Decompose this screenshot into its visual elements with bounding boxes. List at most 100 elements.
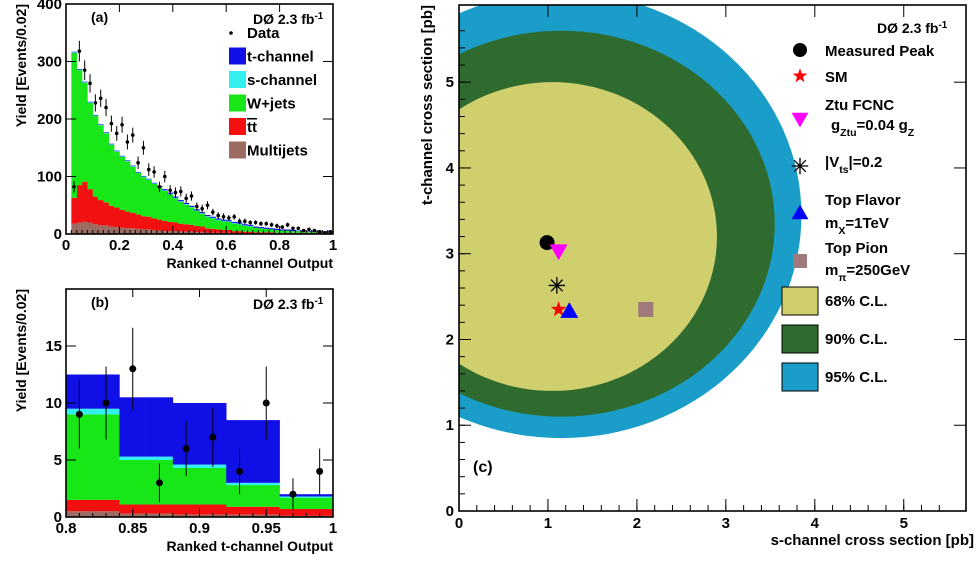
bar-tt <box>98 200 104 226</box>
data-point <box>205 203 210 208</box>
bar-W+jets <box>146 179 152 217</box>
y-tick-label: 200 <box>37 111 62 128</box>
bar-tt <box>204 228 211 233</box>
bar-tt <box>306 509 333 516</box>
marker-asterisk-stroke <box>793 159 807 173</box>
y-axis-label: t-channel cross section [pb] <box>419 5 436 205</box>
x-tick-label: 2 <box>633 515 641 532</box>
legend-a: Data t-channel s-channel W+jets tt Multijets <box>229 25 317 160</box>
y-tick-label: 400 <box>37 0 62 13</box>
data-point <box>316 467 324 475</box>
experiment-label-part: -1 <box>938 20 947 31</box>
bar-tt <box>263 232 270 234</box>
bar-t-channel <box>146 397 174 457</box>
bar-tt <box>295 232 302 234</box>
bar-W+jets <box>268 229 275 233</box>
bar-W+jets <box>98 125 104 201</box>
bar-t-channel <box>140 175 147 177</box>
marker-circle <box>793 43 807 57</box>
bar-tt <box>188 224 195 232</box>
data-point <box>98 96 103 101</box>
bar-s-channel <box>146 179 152 180</box>
bar-t-channel <box>87 101 93 103</box>
bar-s-channel <box>135 172 142 174</box>
bar-t-channel <box>247 224 254 226</box>
legend-swatch <box>229 141 246 159</box>
marker-square <box>793 254 807 268</box>
bar-Multijets <box>124 228 131 234</box>
bar-W+jets <box>236 224 243 232</box>
legend-swatch <box>229 94 246 112</box>
y-tick-label: 0 <box>446 503 454 520</box>
data-point <box>296 226 301 231</box>
legend-label-2-part: π <box>838 272 846 284</box>
bar-tt <box>220 229 227 233</box>
bar-s-channel <box>199 213 206 214</box>
bar-W+jets <box>151 183 158 219</box>
bar-tt <box>146 216 152 230</box>
data-point <box>88 81 92 86</box>
data-point <box>280 225 285 229</box>
bar-tt <box>311 232 318 234</box>
bar-tt <box>284 232 291 234</box>
x-tick-label: 0 <box>455 515 463 532</box>
bar-t-channel <box>178 200 184 202</box>
data-point <box>72 185 76 189</box>
legend-swatch <box>229 118 246 135</box>
bar-W+jets <box>252 485 280 507</box>
bar-s-channel <box>124 160 131 162</box>
legend-label-2-part: X <box>838 225 845 237</box>
data-point <box>289 490 297 498</box>
bar-s-channel <box>188 206 195 208</box>
data-point <box>77 49 82 53</box>
data-point <box>301 228 306 233</box>
bar-tt <box>194 225 200 233</box>
legend-label-2-part: g <box>831 117 840 134</box>
data-point <box>157 185 162 189</box>
bar-s-channel <box>252 482 280 486</box>
experiment-label: DØ 2.3 fb-1 <box>877 20 948 37</box>
bar-t-channel <box>252 226 259 228</box>
y-tick-label: 3 <box>446 246 454 263</box>
bar-W+jets <box>215 220 222 230</box>
bar-t-channel <box>188 205 195 207</box>
bar-tt <box>119 209 126 228</box>
bar-W+jets <box>119 460 147 505</box>
legend-label-2-part: =0.04 g <box>857 117 908 134</box>
legend-label-2-part: m <box>825 262 838 279</box>
bar-t-channel <box>279 229 286 231</box>
x-tick-label: 0.8 <box>269 237 290 254</box>
bar-tt <box>172 504 200 515</box>
bar-s-channel <box>172 197 179 199</box>
bar-tt <box>92 499 120 512</box>
bar-tt <box>268 232 275 234</box>
panel-0: 0 0.2 0.4 0.6 0.8 1 0 100 200 300 400 Ranked t-chan… <box>13 0 337 271</box>
data-point <box>275 224 279 228</box>
data-point <box>114 131 119 136</box>
bar-s-channel <box>103 132 110 134</box>
legend-label: tt <box>247 119 257 136</box>
x-axis-label: Ranked t-channel Output <box>167 255 334 271</box>
bar-tt <box>178 223 184 232</box>
data-point <box>317 229 322 234</box>
experiment-label-part: DØ 2.3 fb <box>877 20 938 36</box>
legend-label-2-part: Ztu <box>840 127 856 139</box>
data-point <box>82 68 87 72</box>
data-point <box>184 196 188 201</box>
bar-tt <box>258 232 264 234</box>
legend-label-text: s-channel <box>247 72 317 89</box>
bar-s-channel <box>183 204 190 205</box>
data-point <box>216 213 220 218</box>
legend-label: Top Flavor <box>825 192 901 209</box>
legend-swatch <box>781 324 819 354</box>
legend-label: Multijets <box>247 143 308 160</box>
legend-label-text: tt <box>247 119 257 136</box>
data-point <box>102 399 110 407</box>
bar-s-channel <box>114 151 120 152</box>
bar-W+jets <box>306 497 333 510</box>
plot-frame-c <box>458 4 967 512</box>
y-tick-label: 0 <box>54 509 62 526</box>
bar-W+jets <box>199 467 227 505</box>
